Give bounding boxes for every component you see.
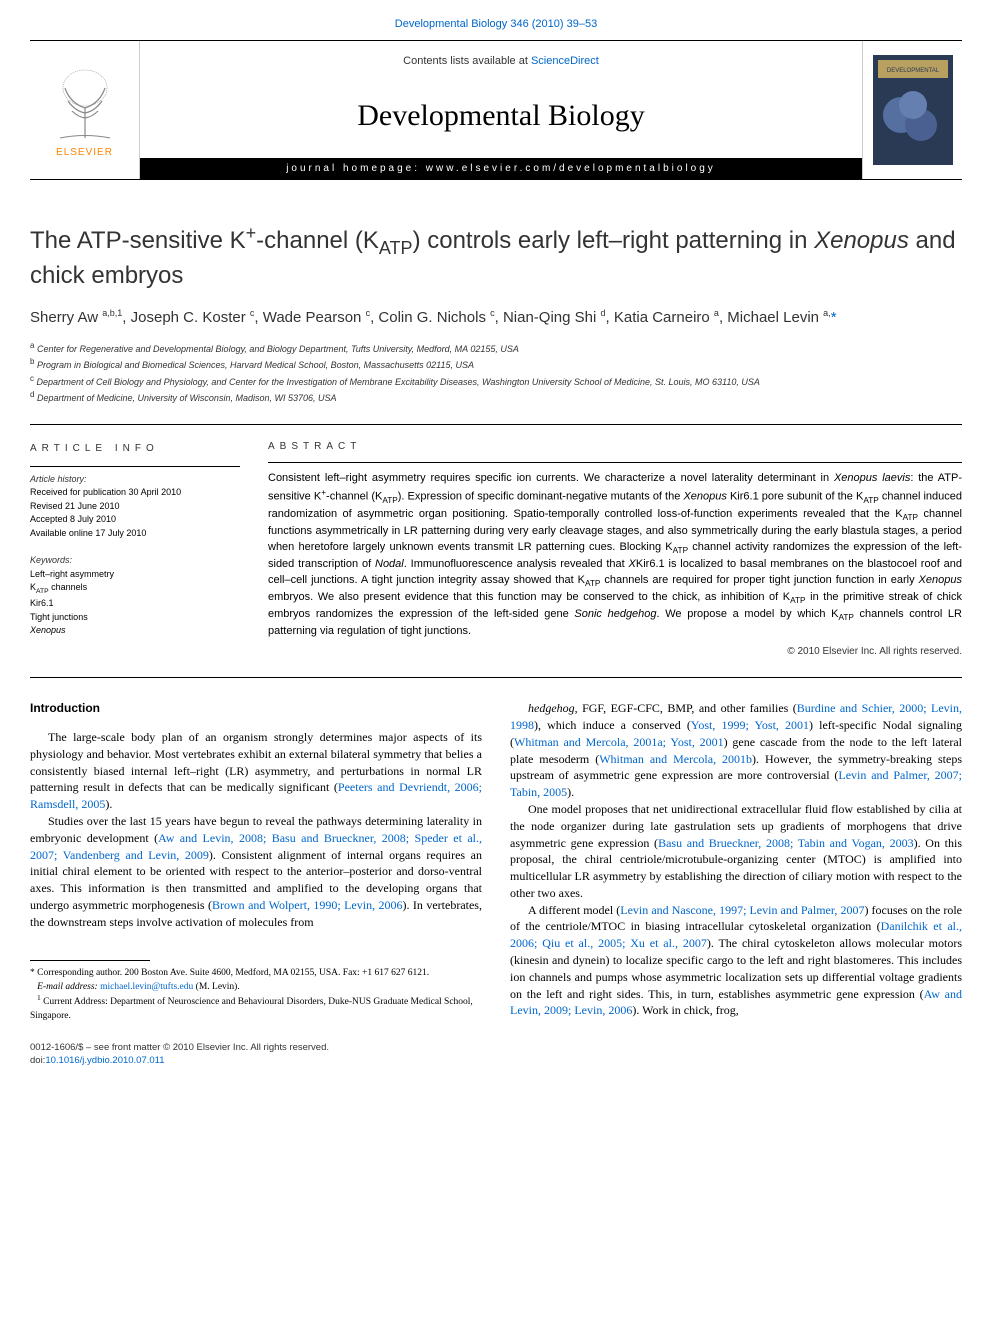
keyword: Xenopus [30, 624, 240, 638]
title-sub: ATP [379, 238, 413, 258]
affiliations: a Center for Regenerative and Developmen… [30, 340, 962, 406]
paragraph: Studies over the last 15 years have begu… [30, 813, 482, 931]
right-column: hedgehog, FGF, EGF-CFC, BMP, and other f… [510, 700, 962, 1023]
sub-divider [268, 462, 962, 463]
abstract-text: Consistent left–right asymmetry requires… [268, 471, 962, 640]
keyword: Kir6.1 [30, 597, 240, 611]
elsevier-logo: ELSEVIER [30, 41, 140, 179]
author-list: Sherry Aw a,b,1, Joseph C. Koster c, Wad… [30, 307, 962, 330]
journal-name: Developmental Biology [357, 99, 644, 133]
title-italic: Xenopus [814, 227, 909, 254]
history-lines: Received for publication 30 April 2010Re… [30, 486, 240, 540]
title-part: The ATP-sensitive K [30, 227, 246, 254]
author: Katia Carneiro a [614, 309, 719, 326]
keyword: KATP channels [30, 581, 240, 597]
cover-icon: DEVELOPMENTAL [873, 55, 953, 165]
affiliation: d Department of Medicine, University of … [30, 389, 962, 406]
author: Joseph C. Koster c [131, 309, 255, 326]
history-line: Accepted 8 July 2010 [30, 513, 240, 527]
keywords-list: Left–right asymmetryKATP channelsKir6.1T… [30, 568, 240, 638]
email-label: E-mail address: [37, 982, 98, 992]
history-line: Received for publication 30 April 2010 [30, 486, 240, 500]
article-info-heading: article info [30, 441, 240, 456]
paragraph: hedgehog, FGF, EGF-CFC, BMP, and other f… [510, 700, 962, 801]
header-center: Contents lists available at ScienceDirec… [140, 41, 862, 179]
article-title: The ATP-sensitive K+-channel (KATP) cont… [30, 222, 962, 291]
affiliation: b Program in Biological and Biomedical S… [30, 356, 962, 373]
affiliation: a Center for Regenerative and Developmen… [30, 340, 962, 357]
author: Colin G. Nichols c [378, 309, 494, 326]
left-column: Introduction The large-scale body plan o… [30, 700, 482, 1023]
body-columns: Introduction The large-scale body plan o… [30, 700, 962, 1023]
history-label: Article history: [30, 473, 240, 487]
journal-homepage-bar: journal homepage: www.elsevier.com/devel… [140, 158, 862, 179]
author: Sherry Aw a,b,1 [30, 309, 122, 326]
article-info: article info Article history: Received f… [30, 425, 240, 657]
paragraph: One model proposes that net unidirection… [510, 801, 962, 902]
title-part: ) controls early left–right patterning i… [413, 227, 815, 254]
history-line: Revised 21 June 2010 [30, 500, 240, 514]
keyword: Left–right asymmetry [30, 568, 240, 582]
intro-heading: Introduction [30, 700, 482, 717]
homepage-text: journal homepage: www.elsevier.com/devel… [286, 163, 716, 174]
journal-header: ELSEVIER Contents lists available at Sci… [30, 40, 962, 180]
title-part: -channel (K [256, 227, 379, 254]
corr-text: Corresponding author. 200 Boston Ave. Su… [37, 968, 429, 978]
email-name: (M. Levin). [196, 982, 240, 992]
issue-link[interactable]: Developmental Biology 346 (2010) 39–53 [395, 18, 597, 30]
abstract-copyright: © 2010 Elsevier Inc. All rights reserved… [268, 646, 962, 657]
cur-text: Current Address: Department of Neuroscie… [30, 997, 473, 1020]
sub-divider [30, 466, 240, 467]
affiliation: c Department of Cell Biology and Physiol… [30, 373, 962, 390]
front-matter-line: 0012-1606/$ – see front matter © 2010 El… [30, 1041, 962, 1054]
corresponding-star[interactable]: * [831, 309, 837, 326]
footnotes: * Corresponding author. 200 Boston Ave. … [30, 967, 482, 1022]
elsevier-label: ELSEVIER [56, 147, 113, 158]
paragraph: The large-scale body plan of an organism… [30, 729, 482, 813]
keywords-label: Keywords: [30, 554, 240, 568]
journal-issue-link: Developmental Biology 346 (2010) 39–53 [0, 0, 992, 40]
author: Wade Pearson c [263, 309, 370, 326]
footnote-rule [30, 960, 150, 961]
info-abstract-row: article info Article history: Received f… [30, 425, 962, 657]
contents-prefix: Contents lists available at [403, 55, 531, 67]
paragraph: A different model (Levin and Nascone, 19… [510, 902, 962, 1020]
elsevier-tree-icon [50, 63, 120, 143]
corresponding-footnote: * Corresponding author. 200 Boston Ave. … [30, 967, 482, 980]
sciencedirect-link[interactable]: ScienceDirect [531, 55, 599, 67]
author: Michael Levin a,* [727, 309, 836, 326]
current-address-footnote: 1 Current Address: Department of Neurosc… [30, 994, 482, 1023]
cover-thumbnail: DEVELOPMENTAL [862, 41, 962, 179]
history-line: Available online 17 July 2010 [30, 527, 240, 541]
divider [30, 677, 962, 678]
doi-line: doi:10.1016/j.ydbio.2010.07.011 [30, 1054, 962, 1067]
title-sup: + [246, 223, 257, 243]
left-paragraphs: The large-scale body plan of an organism… [30, 729, 482, 931]
contents-line: Contents lists available at ScienceDirec… [403, 55, 599, 67]
corresponding-email[interactable]: michael.levin@tufts.edu [100, 982, 193, 992]
email-footnote: E-mail address: michael.levin@tufts.edu … [30, 981, 482, 994]
doi-label: doi: [30, 1055, 45, 1066]
author: Nian-Qing Shi d [503, 309, 606, 326]
page-footer: 0012-1606/$ – see front matter © 2010 El… [30, 1041, 962, 1068]
abstract-heading: abstract [268, 441, 962, 452]
doi-link[interactable]: 10.1016/j.ydbio.2010.07.011 [45, 1055, 164, 1066]
right-paragraphs: hedgehog, FGF, EGF-CFC, BMP, and other f… [510, 700, 962, 1019]
svg-text:DEVELOPMENTAL: DEVELOPMENTAL [886, 68, 939, 74]
abstract-block: abstract Consistent left–right asymmetry… [268, 425, 962, 657]
keyword: Tight junctions [30, 611, 240, 625]
